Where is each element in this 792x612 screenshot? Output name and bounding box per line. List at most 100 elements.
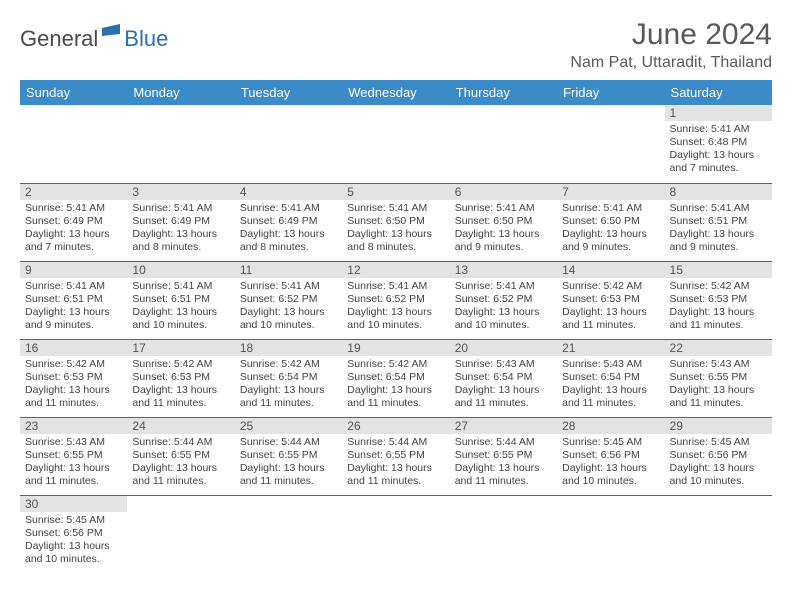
day-details: Sunrise: 5:42 AMSunset: 6:54 PMDaylight:… (342, 356, 449, 411)
calendar-cell: 1Sunrise: 5:41 AMSunset: 6:48 PMDaylight… (665, 105, 772, 183)
calendar-cell-empty (450, 105, 557, 183)
calendar-cell: 11Sunrise: 5:41 AMSunset: 6:52 PMDayligh… (235, 261, 342, 339)
day-number: 30 (20, 496, 127, 512)
weekday-header: Wednesday (342, 80, 449, 105)
day-details: Sunrise: 5:41 AMSunset: 6:51 PMDaylight:… (127, 278, 234, 333)
calendar-cell: 8Sunrise: 5:41 AMSunset: 6:51 PMDaylight… (665, 183, 772, 261)
header: General Blue June 2024 Nam Pat, Uttaradi… (20, 18, 772, 72)
calendar-row: 23Sunrise: 5:43 AMSunset: 6:55 PMDayligh… (20, 417, 772, 495)
flag-icon (102, 24, 122, 45)
day-details: Sunrise: 5:41 AMSunset: 6:50 PMDaylight:… (557, 200, 664, 255)
day-number: 25 (235, 418, 342, 434)
day-number: 28 (557, 418, 664, 434)
day-number: 10 (127, 262, 234, 278)
calendar-cell: 6Sunrise: 5:41 AMSunset: 6:50 PMDaylight… (450, 183, 557, 261)
day-details: Sunrise: 5:41 AMSunset: 6:49 PMDaylight:… (235, 200, 342, 255)
day-details: Sunrise: 5:45 AMSunset: 6:56 PMDaylight:… (20, 512, 127, 567)
day-details: Sunrise: 5:42 AMSunset: 6:54 PMDaylight:… (235, 356, 342, 411)
day-number: 20 (450, 340, 557, 356)
calendar-cell: 26Sunrise: 5:44 AMSunset: 6:55 PMDayligh… (342, 417, 449, 495)
day-number: 17 (127, 340, 234, 356)
day-number: 4 (235, 184, 342, 200)
day-number: 29 (665, 418, 772, 434)
day-details: Sunrise: 5:42 AMSunset: 6:53 PMDaylight:… (127, 356, 234, 411)
calendar-cell: 17Sunrise: 5:42 AMSunset: 6:53 PMDayligh… (127, 339, 234, 417)
calendar-cell: 29Sunrise: 5:45 AMSunset: 6:56 PMDayligh… (665, 417, 772, 495)
calendar-cell-empty (450, 495, 557, 573)
weekday-header: Thursday (450, 80, 557, 105)
calendar-cell-empty (127, 105, 234, 183)
day-number: 6 (450, 184, 557, 200)
logo-text-blue: Blue (124, 26, 168, 52)
title-block: June 2024 Nam Pat, Uttaradit, Thailand (570, 18, 772, 72)
weekday-header: Monday (127, 80, 234, 105)
day-details: Sunrise: 5:41 AMSunset: 6:49 PMDaylight:… (127, 200, 234, 255)
day-number: 27 (450, 418, 557, 434)
day-details: Sunrise: 5:44 AMSunset: 6:55 PMDaylight:… (342, 434, 449, 489)
calendar-cell: 15Sunrise: 5:42 AMSunset: 6:53 PMDayligh… (665, 261, 772, 339)
calendar-row: 1Sunrise: 5:41 AMSunset: 6:48 PMDaylight… (20, 105, 772, 183)
calendar-cell: 16Sunrise: 5:42 AMSunset: 6:53 PMDayligh… (20, 339, 127, 417)
day-details: Sunrise: 5:41 AMSunset: 6:52 PMDaylight:… (342, 278, 449, 333)
calendar-cell: 27Sunrise: 5:44 AMSunset: 6:55 PMDayligh… (450, 417, 557, 495)
calendar-row: 16Sunrise: 5:42 AMSunset: 6:53 PMDayligh… (20, 339, 772, 417)
day-details: Sunrise: 5:41 AMSunset: 6:52 PMDaylight:… (235, 278, 342, 333)
calendar-cell: 23Sunrise: 5:43 AMSunset: 6:55 PMDayligh… (20, 417, 127, 495)
calendar-cell-empty (127, 495, 234, 573)
calendar-cell: 21Sunrise: 5:43 AMSunset: 6:54 PMDayligh… (557, 339, 664, 417)
calendar-cell: 20Sunrise: 5:43 AMSunset: 6:54 PMDayligh… (450, 339, 557, 417)
calendar-cell: 5Sunrise: 5:41 AMSunset: 6:50 PMDaylight… (342, 183, 449, 261)
weekday-header: Tuesday (235, 80, 342, 105)
calendar-cell: 22Sunrise: 5:43 AMSunset: 6:55 PMDayligh… (665, 339, 772, 417)
day-details: Sunrise: 5:45 AMSunset: 6:56 PMDaylight:… (557, 434, 664, 489)
calendar-cell-empty (557, 105, 664, 183)
day-number: 18 (235, 340, 342, 356)
day-details: Sunrise: 5:44 AMSunset: 6:55 PMDaylight:… (450, 434, 557, 489)
calendar-cell: 19Sunrise: 5:42 AMSunset: 6:54 PMDayligh… (342, 339, 449, 417)
day-number: 13 (450, 262, 557, 278)
day-details: Sunrise: 5:43 AMSunset: 6:55 PMDaylight:… (665, 356, 772, 411)
day-details: Sunrise: 5:44 AMSunset: 6:55 PMDaylight:… (127, 434, 234, 489)
weekday-header: Sunday (20, 80, 127, 105)
weekday-header: Friday (557, 80, 664, 105)
day-number: 5 (342, 184, 449, 200)
calendar-cell: 25Sunrise: 5:44 AMSunset: 6:55 PMDayligh… (235, 417, 342, 495)
day-details: Sunrise: 5:42 AMSunset: 6:53 PMDaylight:… (20, 356, 127, 411)
day-number: 11 (235, 262, 342, 278)
day-details: Sunrise: 5:41 AMSunset: 6:48 PMDaylight:… (665, 121, 772, 176)
day-details: Sunrise: 5:41 AMSunset: 6:50 PMDaylight:… (450, 200, 557, 255)
calendar-cell: 13Sunrise: 5:41 AMSunset: 6:52 PMDayligh… (450, 261, 557, 339)
day-number: 19 (342, 340, 449, 356)
day-details: Sunrise: 5:43 AMSunset: 6:55 PMDaylight:… (20, 434, 127, 489)
weekday-header-row: SundayMondayTuesdayWednesdayThursdayFrid… (20, 80, 772, 105)
calendar-cell: 14Sunrise: 5:42 AMSunset: 6:53 PMDayligh… (557, 261, 664, 339)
day-details: Sunrise: 5:41 AMSunset: 6:50 PMDaylight:… (342, 200, 449, 255)
calendar-cell: 3Sunrise: 5:41 AMSunset: 6:49 PMDaylight… (127, 183, 234, 261)
logo: General Blue (20, 24, 168, 53)
calendar-cell: 7Sunrise: 5:41 AMSunset: 6:50 PMDaylight… (557, 183, 664, 261)
day-details: Sunrise: 5:41 AMSunset: 6:49 PMDaylight:… (20, 200, 127, 255)
day-details: Sunrise: 5:41 AMSunset: 6:52 PMDaylight:… (450, 278, 557, 333)
day-number: 2 (20, 184, 127, 200)
day-number: 26 (342, 418, 449, 434)
calendar-cell: 28Sunrise: 5:45 AMSunset: 6:56 PMDayligh… (557, 417, 664, 495)
calendar-row: 2Sunrise: 5:41 AMSunset: 6:49 PMDaylight… (20, 183, 772, 261)
calendar-cell-empty (20, 105, 127, 183)
calendar-table: SundayMondayTuesdayWednesdayThursdayFrid… (20, 80, 772, 573)
calendar-cell-empty (342, 495, 449, 573)
day-number: 22 (665, 340, 772, 356)
month-title: June 2024 (570, 18, 772, 52)
day-details: Sunrise: 5:45 AMSunset: 6:56 PMDaylight:… (665, 434, 772, 489)
calendar-cell-empty (557, 495, 664, 573)
day-details: Sunrise: 5:43 AMSunset: 6:54 PMDaylight:… (557, 356, 664, 411)
day-details: Sunrise: 5:41 AMSunset: 6:51 PMDaylight:… (20, 278, 127, 333)
day-details: Sunrise: 5:42 AMSunset: 6:53 PMDaylight:… (557, 278, 664, 333)
calendar-cell: 10Sunrise: 5:41 AMSunset: 6:51 PMDayligh… (127, 261, 234, 339)
calendar-cell: 24Sunrise: 5:44 AMSunset: 6:55 PMDayligh… (127, 417, 234, 495)
day-number: 16 (20, 340, 127, 356)
day-details: Sunrise: 5:41 AMSunset: 6:51 PMDaylight:… (665, 200, 772, 255)
calendar-cell: 4Sunrise: 5:41 AMSunset: 6:49 PMDaylight… (235, 183, 342, 261)
calendar-row: 9Sunrise: 5:41 AMSunset: 6:51 PMDaylight… (20, 261, 772, 339)
calendar-cell-empty (235, 105, 342, 183)
day-number: 23 (20, 418, 127, 434)
